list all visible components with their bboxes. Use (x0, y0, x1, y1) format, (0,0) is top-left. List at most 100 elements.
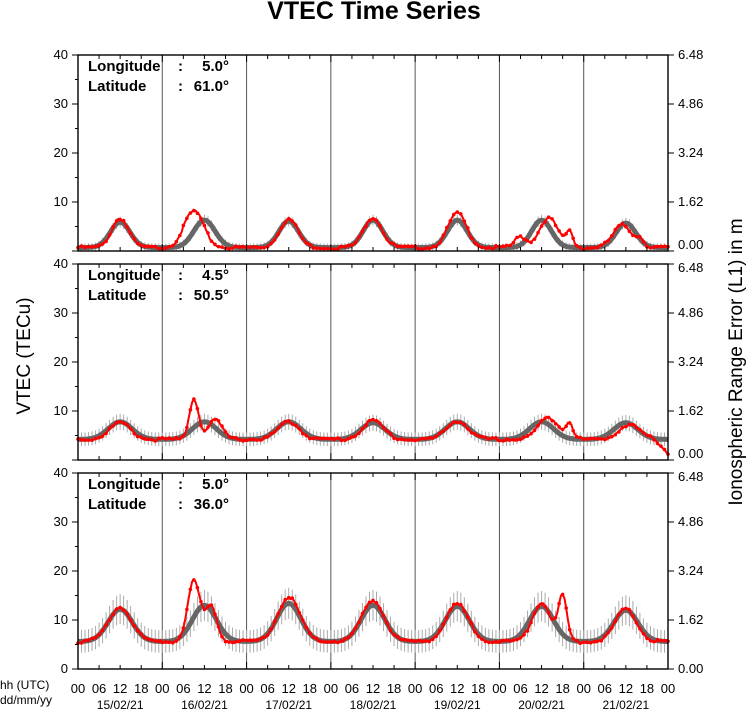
measured-point (515, 637, 519, 642)
measured-point (378, 421, 382, 426)
measured-point (455, 420, 460, 425)
measured-point (416, 247, 421, 251)
measured-point (241, 638, 245, 642)
measured-point (272, 619, 277, 624)
measured-point (574, 243, 579, 248)
longitude-colon: : (178, 476, 183, 493)
measured-point (641, 430, 646, 435)
measured-point (458, 602, 463, 607)
measured-point (585, 437, 590, 441)
measured-point (322, 640, 326, 644)
measured-point (529, 620, 533, 625)
measured-point (209, 419, 214, 424)
measured-point (627, 229, 632, 234)
measured-point (206, 425, 210, 430)
measured-point (515, 438, 519, 442)
latitude-label: Latitude (88, 78, 146, 95)
measured-point (610, 434, 614, 439)
x-hour-tick-label: 06 (176, 681, 190, 696)
measured-point (227, 434, 231, 439)
x-hour-tick-label: 12 (113, 681, 127, 696)
measured-point (104, 623, 108, 627)
measured-point (142, 244, 147, 249)
measured-point (118, 217, 122, 222)
measured-point (297, 426, 302, 431)
measured-point (230, 246, 235, 250)
measured-point (315, 636, 319, 641)
measured-point (659, 638, 663, 643)
measured-point (297, 231, 302, 235)
measured-point (620, 221, 625, 226)
y-tick-right-label: 0.00 (678, 446, 703, 461)
measured-point (451, 602, 456, 607)
measured-point (388, 628, 393, 633)
measured-point (336, 640, 340, 645)
measured-point (469, 235, 474, 240)
measured-point (135, 628, 140, 633)
measured-point (388, 431, 393, 436)
measured-point (469, 621, 474, 625)
measured-point (409, 638, 414, 643)
measured-point (111, 225, 115, 229)
measured-point (336, 436, 340, 440)
measured-point (620, 425, 625, 430)
measured-point (293, 423, 298, 428)
measured-point (434, 434, 439, 439)
measured-point (283, 220, 288, 225)
x-hour-tick-label: 18 (387, 681, 401, 696)
measured-point (332, 437, 337, 442)
measured-point (142, 437, 147, 441)
latitude-value: 61.0° (194, 78, 229, 95)
measured-point (395, 634, 400, 639)
measured-point (251, 437, 256, 442)
measured-point (662, 638, 667, 643)
measured-point (329, 436, 333, 441)
measured-point (602, 634, 607, 639)
measured-point (286, 217, 291, 221)
measured-point (571, 636, 575, 641)
measured-point (121, 218, 126, 223)
measured-point (100, 628, 105, 633)
measured-point (178, 635, 182, 639)
measured-point (135, 241, 140, 246)
measured-point (139, 632, 144, 636)
measured-point (125, 225, 129, 229)
latitude-label: Latitude (88, 496, 146, 513)
measured-point (149, 437, 154, 442)
measured-point (132, 236, 136, 241)
measured-point (121, 608, 126, 613)
measured-point (93, 244, 98, 249)
measured-point (346, 436, 351, 441)
measured-point (641, 239, 646, 244)
measured-point (265, 435, 270, 439)
measured-point (581, 640, 586, 644)
measured-point (553, 223, 558, 228)
measured-point (578, 245, 583, 250)
measured-point (378, 606, 382, 611)
measured-point (427, 639, 431, 644)
measured-point (529, 240, 533, 245)
measured-point (206, 605, 210, 609)
measured-point (409, 244, 414, 249)
measured-point (546, 215, 551, 219)
latitude-colon: : (178, 78, 183, 95)
measured-point (483, 246, 488, 250)
measured-point (458, 420, 463, 425)
latitude-colon: : (178, 496, 183, 513)
measured-point (167, 245, 172, 249)
measured-point (216, 418, 221, 423)
measured-point (606, 630, 611, 635)
measured-point (648, 434, 653, 438)
measured-point (90, 636, 94, 641)
measured-point (83, 638, 87, 643)
measured-point (420, 436, 424, 441)
measured-point (631, 233, 635, 238)
measured-point (490, 640, 495, 645)
measured-point (617, 430, 621, 434)
measured-point (167, 436, 172, 440)
measured-point (230, 435, 235, 440)
measured-point (483, 639, 488, 644)
measured-point (181, 434, 186, 438)
y-tick-right-label: 4.86 (678, 96, 703, 111)
measured-point (307, 631, 312, 635)
